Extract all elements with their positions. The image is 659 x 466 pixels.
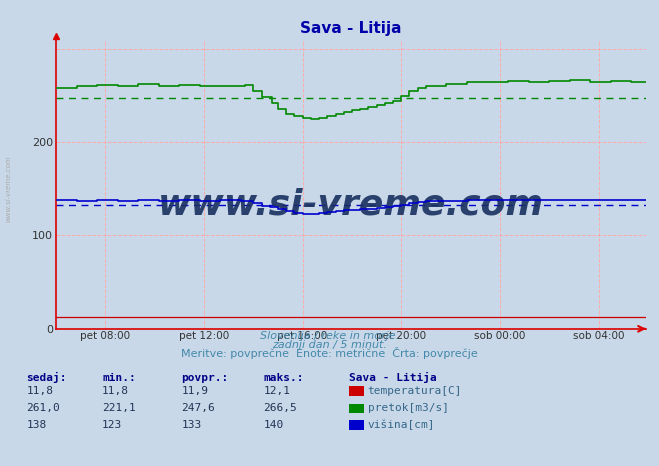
Text: Sava - Litija: Sava - Litija xyxy=(349,372,437,383)
Text: 266,5: 266,5 xyxy=(264,403,297,413)
Text: 261,0: 261,0 xyxy=(26,403,60,413)
Text: pretok[m3/s]: pretok[m3/s] xyxy=(368,403,449,413)
Text: min.:: min.: xyxy=(102,373,136,383)
Text: www.si-vreme.com: www.si-vreme.com xyxy=(158,187,544,221)
Text: zadnji dan / 5 minut.: zadnji dan / 5 minut. xyxy=(272,340,387,350)
Text: sedaj:: sedaj: xyxy=(26,372,67,383)
Text: 140: 140 xyxy=(264,420,284,430)
Text: Slovenija / reke in morje.: Slovenija / reke in morje. xyxy=(260,331,399,341)
Text: 138: 138 xyxy=(26,420,47,430)
Text: 11,8: 11,8 xyxy=(102,386,129,396)
Text: 247,6: 247,6 xyxy=(181,403,215,413)
Text: 11,9: 11,9 xyxy=(181,386,208,396)
Text: 12,1: 12,1 xyxy=(264,386,291,396)
Text: temperatura[C]: temperatura[C] xyxy=(368,386,462,396)
Text: 123: 123 xyxy=(102,420,123,430)
Title: Sava - Litija: Sava - Litija xyxy=(300,21,402,36)
Text: 221,1: 221,1 xyxy=(102,403,136,413)
Text: 11,8: 11,8 xyxy=(26,386,53,396)
Text: 133: 133 xyxy=(181,420,202,430)
Text: višina[cm]: višina[cm] xyxy=(368,419,435,430)
Text: maks.:: maks.: xyxy=(264,373,304,383)
Text: www.si-vreme.com: www.si-vreme.com xyxy=(5,155,11,222)
Text: povpr.:: povpr.: xyxy=(181,373,229,383)
Text: Meritve: povprečne  Enote: metrične  Črta: povprečje: Meritve: povprečne Enote: metrične Črta:… xyxy=(181,348,478,359)
